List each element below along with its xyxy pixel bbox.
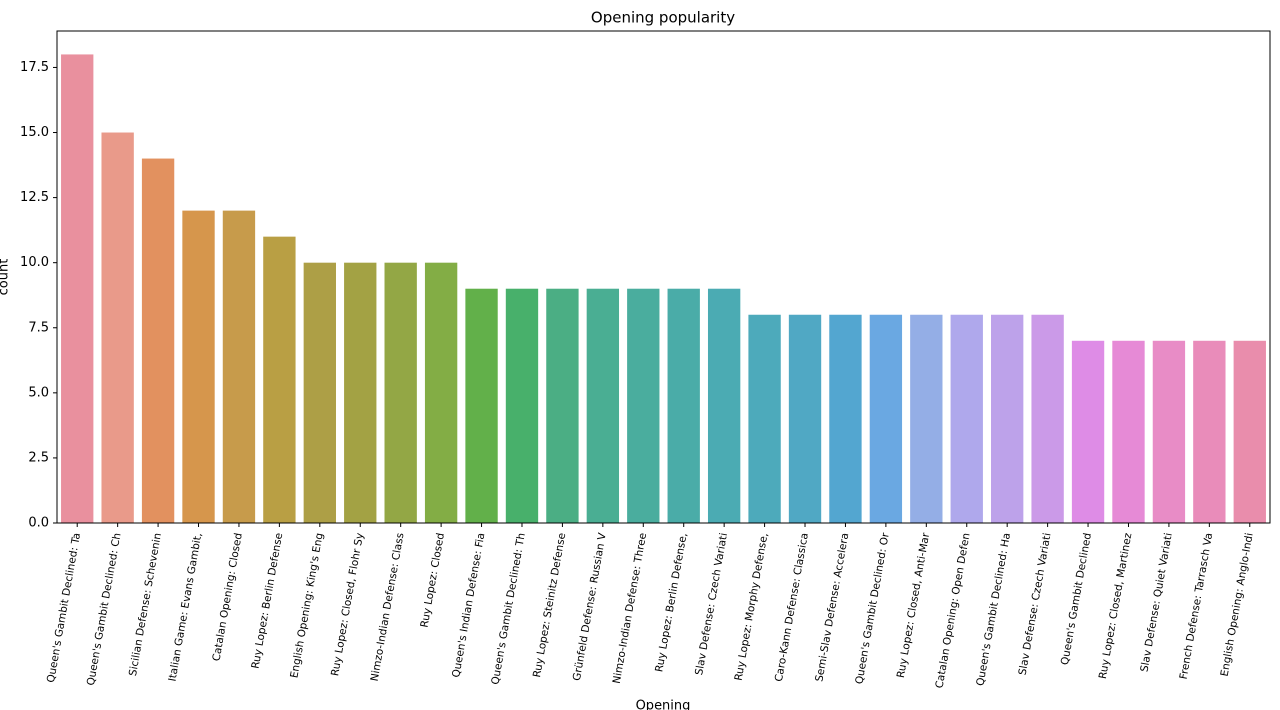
bar [950,314,983,523]
x-tick-label: Sicilian Defense: Schevenin [127,532,164,677]
x-tick-label: Nimzo-Indian Defense: Class [369,532,407,682]
x-tick-label: Queen's Gambit Declined: Ta [45,532,83,684]
bar [303,262,336,523]
x-tick-label: Ruy Lopez: Berlin Defense, [653,532,689,673]
y-axis-label: count [0,259,12,296]
bar [505,288,539,523]
bar [141,158,175,524]
x-tick-label: Caro-Kann Defense: Classica [773,532,811,683]
x-tick-label: Italian Game: Evans Gambit, [166,532,204,682]
x-tick-label: Ruy Lopez: Closed, Martinez [1097,531,1135,679]
bar [1193,340,1226,523]
x-tick-label: Catalan Opening: Open Defen [933,532,972,689]
x-tick-label: Slav Defense: Czech Variati [693,532,730,676]
y-tick-label: 2.5 [28,450,49,465]
y-tick-label: 12.5 [20,190,49,205]
x-tick-label: Ruy Lopez: Berlin Defense [250,532,286,670]
x-tick-label: Queen's Gambit Declined: Ha [974,532,1013,687]
x-axis-label: Opening [636,699,691,710]
bar [546,288,579,523]
x-tick-label: Ruy Lopez: Closed [419,532,447,629]
bar [344,262,377,523]
y-tick-label: 15.0 [20,125,49,140]
bar [424,262,458,523]
bar [1152,340,1186,523]
x-tick-label: Grünfeld Defense: Russian V [571,531,609,682]
y-tick-label: 17.5 [20,60,49,75]
y-tick-label: 7.5 [28,320,49,335]
x-tick-label: Ruy Lopez: Steinitz Defense [531,532,568,678]
x-tick-label: English Opening: King's Eng [288,532,325,679]
x-tick-label: Slav Defense: Czech Variati [1017,532,1054,676]
y-tick-label: 5.0 [28,385,49,400]
x-tick-label: Nimzo-Indian Defense: Three [611,532,649,685]
bar [1031,314,1064,523]
y-tick-label: 0.0 [28,516,49,531]
bar [667,288,700,523]
bar [869,314,903,523]
bar [748,314,781,523]
x-tick-label: Ruy Lopez: Closed, Anti-Mar [895,531,932,679]
plot-frame [56,30,1271,524]
bar [222,210,256,523]
bar [101,132,134,523]
bar [910,314,943,523]
x-tick-label: Queen's Gambit Declined: Ch [85,532,124,687]
bar [1233,340,1266,523]
bar [586,288,620,523]
bar [263,236,296,523]
bar [707,288,741,523]
bar [1071,340,1105,523]
x-tick-label: Slav Defense: Quiet Variati [1139,532,1175,673]
y-tick-label: 10.0 [20,255,49,270]
x-tick-label: Queen's Indian Defense: Fia [450,532,487,679]
bar [829,314,862,523]
x-tick-label: Ruy Lopez: Morphy Defense, [733,532,771,682]
x-tick-label: Queen's Gambit Declined: Th [489,532,528,686]
bar [61,54,94,524]
x-tick-label: Catalan Opening: Closed [210,532,244,662]
bar [465,288,498,523]
bar [182,210,215,523]
x-tick-label: French Defense: Tarrasch Va [1178,532,1216,680]
bar [991,314,1024,523]
chart-title: Opening popularity [591,9,735,27]
x-tick-label: English Opening: Anglo-Indi [1219,532,1256,677]
x-tick-label: Queen's Gambit Declined: Or [853,531,892,685]
bar [1112,340,1145,523]
x-tick-label: Semi-Slav Defense: Accelera [813,532,851,683]
x-tick-label: Queen's Gambit Declined [1059,532,1094,666]
bar [788,314,822,523]
bar [627,288,660,523]
bar [384,262,417,523]
x-tick-label: Ruy Lopez: Closed, Flohr Sy [329,532,366,677]
